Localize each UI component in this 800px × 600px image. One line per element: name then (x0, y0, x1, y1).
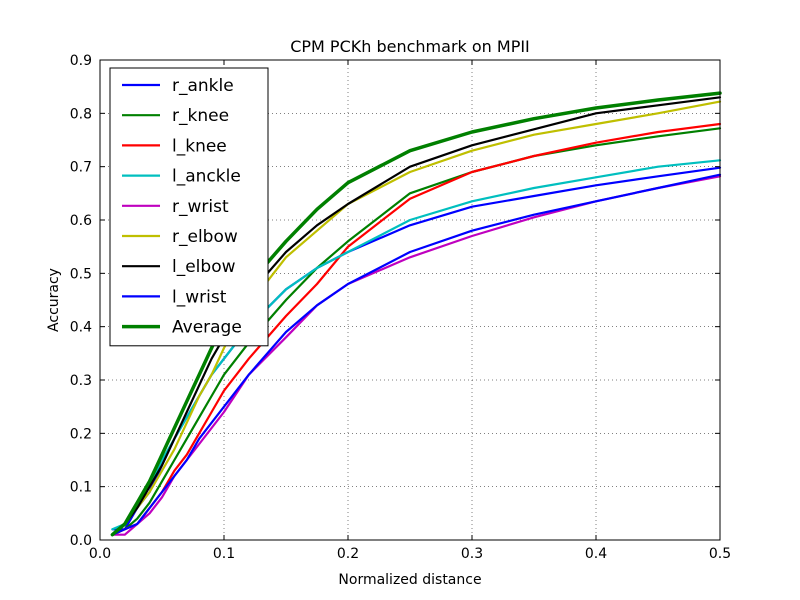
y-tick-label: 0.4 (70, 320, 92, 336)
x-tick-label: 0.4 (585, 546, 607, 562)
tick-layer: 0.0 0.1 0.2 0.3 0.4 0.5 0.0 0.1 0.2 0.3 0.4 0.5 0.6 0… (70, 53, 731, 562)
x-axis-label: Normalized distance (338, 572, 481, 588)
x-tick-label: 0.2 (337, 546, 359, 562)
legend-label: l_wrist (172, 287, 227, 307)
legend-label: r_elbow (172, 227, 238, 247)
legend-label: l_elbow (172, 257, 236, 277)
y-tick-label: 0.2 (70, 426, 92, 442)
series-line-r-wrist (111, 175, 722, 536)
x-tick-label: 0.3 (461, 546, 483, 562)
legend-label: r_wrist (172, 197, 229, 217)
y-tick-label: 0.0 (70, 533, 92, 549)
chart-title: CPM PCKh benchmark on MPII (290, 37, 530, 56)
legend-label: l_knee (172, 136, 227, 156)
legend-label: r_knee (172, 106, 229, 126)
y-axis-label: Accuracy (46, 268, 62, 332)
legend-label: r_ankle (172, 76, 234, 96)
y-tick-label: 0.6 (70, 213, 92, 229)
y-tick-label: 0.1 (70, 480, 92, 496)
y-tick-label: 0.7 (70, 160, 92, 176)
y-tick-label: 0.8 (70, 106, 92, 122)
y-tick-label: 0.3 (70, 373, 92, 389)
x-tick-label: 0.5 (709, 546, 731, 562)
legend-label: Average (172, 318, 242, 338)
y-tick-label: 0.5 (70, 266, 92, 282)
legend: r_ankle r_knee l_knee l_anckle r_wrist r_elbo… (109, 67, 269, 347)
plot-frame (99, 59, 721, 541)
x-tick-label: 0.0 (89, 546, 111, 562)
y-tick-label: 0.9 (70, 53, 92, 69)
x-tick-label: 0.1 (213, 546, 235, 562)
series-line-l-wrist (111, 173, 722, 536)
legend-label: l_anckle (172, 167, 241, 187)
grid-layer (100, 60, 720, 540)
